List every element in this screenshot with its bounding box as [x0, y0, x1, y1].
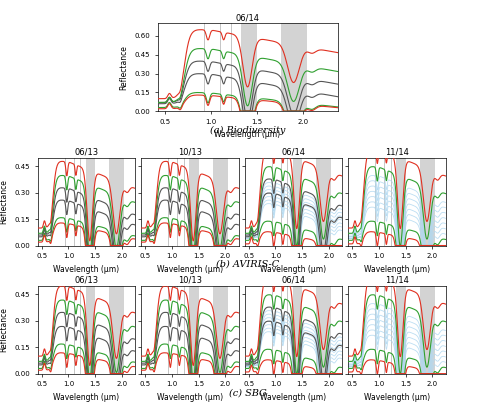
X-axis label: Wavelength (μm): Wavelength (μm)	[364, 265, 430, 274]
X-axis label: Wavelength (μm): Wavelength (μm)	[156, 265, 223, 274]
Title: 06/14: 06/14	[281, 148, 305, 157]
Title: 10/13: 10/13	[178, 276, 202, 285]
X-axis label: Wavelength (μm): Wavelength (μm)	[156, 393, 223, 402]
Y-axis label: Reflectance: Reflectance	[0, 179, 8, 224]
Y-axis label: Reflectance: Reflectance	[0, 307, 8, 352]
Bar	[110, 158, 124, 246]
X-axis label: Wavelength (μm): Wavelength (μm)	[53, 393, 120, 402]
Bar	[396, 158, 406, 246]
Bar	[213, 286, 228, 374]
Bar	[241, 23, 256, 111]
Bar	[190, 286, 198, 374]
Title: 06/13: 06/13	[74, 276, 98, 285]
X-axis label: Wavelength (μm): Wavelength (μm)	[214, 131, 280, 139]
Title: 06/13: 06/13	[74, 148, 98, 157]
X-axis label: Wavelength (μm): Wavelength (μm)	[53, 265, 120, 274]
Bar	[282, 23, 307, 111]
Text: (c) SBG: (c) SBG	[228, 388, 266, 397]
Bar	[293, 286, 302, 374]
Bar	[420, 286, 435, 374]
Title: 11/14: 11/14	[385, 276, 408, 285]
Y-axis label: Reflectance: Reflectance	[120, 45, 128, 89]
Title: 06/14: 06/14	[236, 13, 260, 22]
X-axis label: Wavelength (μm): Wavelength (μm)	[364, 393, 430, 402]
Bar	[420, 158, 435, 246]
Text: (a) Biodiversity: (a) Biodiversity	[210, 126, 285, 135]
Bar	[316, 158, 332, 246]
X-axis label: Wavelength (μm): Wavelength (μm)	[260, 265, 326, 274]
Bar	[86, 286, 95, 374]
Bar	[86, 158, 95, 246]
Bar	[110, 286, 124, 374]
Bar	[293, 158, 302, 246]
Title: 10/13: 10/13	[178, 148, 202, 157]
X-axis label: Wavelength (μm): Wavelength (μm)	[260, 393, 326, 402]
Title: 11/14: 11/14	[385, 148, 408, 157]
Bar	[316, 286, 332, 374]
Bar	[190, 158, 198, 246]
Title: 06/14: 06/14	[281, 276, 305, 285]
Bar	[396, 286, 406, 374]
Text: (b) AVIRIS-C: (b) AVIRIS-C	[216, 260, 279, 268]
Bar	[213, 158, 228, 246]
